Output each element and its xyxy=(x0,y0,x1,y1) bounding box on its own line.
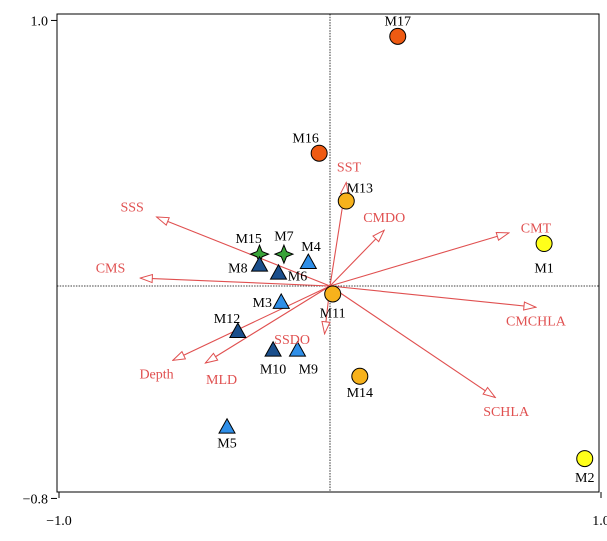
point-m1 xyxy=(535,235,553,253)
axes-layer: −1.0 1.0 1.0 −0.8 xyxy=(23,14,607,529)
labels-layer: SST CMDO CMT CMCHLA SCHLA SSS CMS SSDO MLD Depth M… xyxy=(96,14,595,486)
x-tick-label: −1.0 xyxy=(46,514,71,529)
point-label-m1: M1 xyxy=(534,261,553,276)
plot-frame xyxy=(56,13,600,493)
point-m16 xyxy=(310,144,328,162)
points-layer xyxy=(218,27,594,468)
vector-label-cmdo: CMDO xyxy=(363,211,405,226)
point-m5 xyxy=(218,417,236,434)
point-label-m4: M4 xyxy=(301,240,320,255)
point-label-m8: M8 xyxy=(228,261,247,276)
point-label-m5: M5 xyxy=(217,437,236,452)
point-m9 xyxy=(288,340,307,357)
point-m12 xyxy=(229,322,247,339)
vector-label-cms: CMS xyxy=(96,261,126,276)
point-m11 xyxy=(324,285,342,303)
point-label-m14: M14 xyxy=(347,386,373,401)
point-m3 xyxy=(272,292,291,309)
vector-arrow-cmt xyxy=(329,233,509,287)
vector-label-cmchla: CMCHLA xyxy=(506,315,567,330)
point-m13 xyxy=(337,192,355,210)
point-m17 xyxy=(389,27,407,45)
point-label-m2: M2 xyxy=(575,471,594,486)
point-label-m15: M15 xyxy=(235,232,261,247)
y-tick-label: −0.8 xyxy=(23,492,48,507)
vector-arrow-cms xyxy=(140,278,331,287)
x-tick-label: 1.0 xyxy=(592,514,607,529)
y-tick-label: 1.0 xyxy=(31,14,49,29)
point-label-m6: M6 xyxy=(288,269,307,284)
point-label-m17: M17 xyxy=(385,14,411,29)
vector-label-depth: Depth xyxy=(139,368,173,383)
point-label-m9: M9 xyxy=(299,362,318,377)
vector-label-cmt: CMT xyxy=(521,222,552,237)
vector-arrow-sss xyxy=(157,217,331,287)
point-m4 xyxy=(299,253,318,269)
vector-arrow-mld xyxy=(205,285,331,363)
point-label-m7: M7 xyxy=(274,230,293,245)
point-label-m11: M11 xyxy=(320,307,346,322)
vector-label-sst: SST xyxy=(337,161,362,176)
point-m6 xyxy=(269,263,288,280)
point-label-m10: M10 xyxy=(260,362,286,377)
vector-label-ssdo: SSDO xyxy=(274,333,310,348)
vector-arrow-cmchla xyxy=(329,285,536,307)
point-m2 xyxy=(576,450,594,468)
vector-label-sss: SSS xyxy=(120,200,143,215)
point-m7 xyxy=(273,243,295,265)
point-label-m16: M16 xyxy=(292,131,318,146)
vector-label-schla: SCHLA xyxy=(483,405,530,420)
vector-arrow-depth xyxy=(173,285,331,360)
point-m8 xyxy=(250,255,269,272)
vector-label-mld: MLD xyxy=(206,373,237,388)
point-label-m12: M12 xyxy=(214,312,240,327)
vector-arrow-schla xyxy=(329,285,495,398)
point-m14 xyxy=(351,367,369,385)
point-m10 xyxy=(264,340,282,357)
vector-arrow-cmdo xyxy=(329,230,384,287)
point-label-m13: M13 xyxy=(347,182,373,197)
point-label-m3: M3 xyxy=(253,296,272,311)
